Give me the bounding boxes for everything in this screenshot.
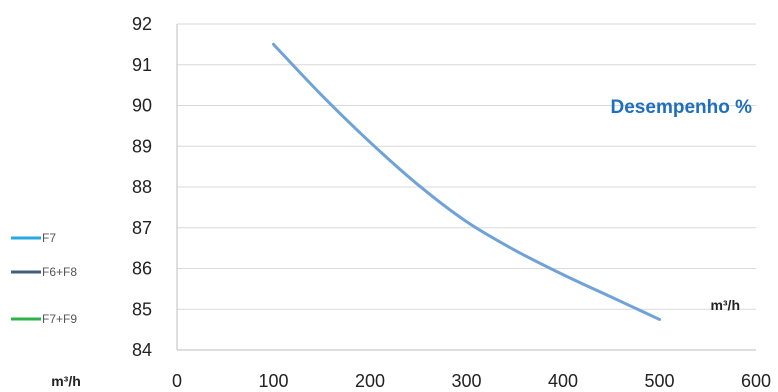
- x-tick-label: 600: [741, 371, 771, 391]
- y-tick-label: 85: [132, 299, 152, 319]
- legend: F7 F6+F8 F7+F9: [11, 231, 77, 326]
- y-tick-label: 87: [132, 218, 152, 238]
- x-tick-labels: 0 100 200 300 400 500 600: [172, 371, 771, 391]
- x-unit-label: m³/h: [710, 297, 740, 313]
- x-tick-label: 400: [548, 371, 578, 391]
- x-tick-label: 300: [451, 371, 481, 391]
- y-tick-labels: 84 85 86 87 88 89 90 91 92: [132, 14, 152, 360]
- y-tick-label: 89: [132, 136, 152, 156]
- axes: [176, 24, 756, 351]
- series-lines: [272, 42, 661, 321]
- y-unit-label: m³/h: [51, 373, 81, 389]
- x-tick-label: 500: [644, 371, 674, 391]
- x-tick-label: 0: [172, 371, 182, 391]
- x-tick-label: 200: [355, 371, 385, 391]
- legend-label: F7: [42, 231, 56, 245]
- y-tick-label: 84: [132, 340, 152, 360]
- legend-label: F6+F8: [42, 265, 77, 279]
- y-tick-label: 90: [132, 96, 152, 116]
- gridlines: [177, 23, 756, 310]
- y-tick-label: 92: [132, 14, 152, 34]
- y-tick-label: 91: [132, 55, 152, 75]
- y-tick-label: 86: [132, 259, 152, 279]
- series-line-f7: [272, 42, 661, 321]
- legend-label: F7+F9: [42, 312, 77, 326]
- x-tick-label: 100: [258, 371, 288, 391]
- chart-title: Desempenho %: [611, 97, 753, 118]
- y-tick-label: 88: [132, 177, 152, 197]
